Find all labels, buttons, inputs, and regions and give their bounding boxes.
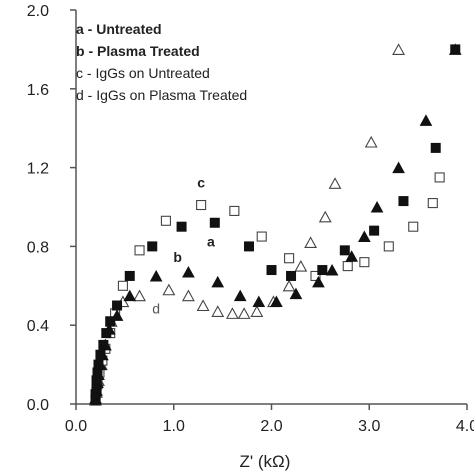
data-point-filled-triangle (289, 287, 303, 300)
data-point-open-triangle (304, 236, 318, 249)
data-point-filled-square (112, 300, 123, 311)
y-tick-label: 2.0 (27, 3, 49, 20)
data-point-open-triangle (318, 210, 332, 223)
data-point-filled-square (101, 328, 112, 339)
data-point-open-square (256, 231, 267, 242)
data-point-open-square (310, 270, 321, 282)
data-point-open-square (408, 221, 419, 232)
data-point-open-square (160, 215, 171, 226)
y-tick-label: 0.8 (27, 239, 49, 256)
data-point-filled-triangle (123, 289, 137, 302)
data-point-filled-square (369, 225, 380, 236)
data-point-filled-triangle (182, 265, 195, 278)
data-point-open-triangle (282, 279, 296, 292)
data-point-filled-triangle (149, 269, 163, 282)
data-point-open-triangle (196, 299, 210, 312)
data-point-open-square (359, 257, 370, 268)
legend-entry-d: d - IgGs on Plasma Treated (76, 87, 247, 103)
data-point-open-triangle (162, 283, 176, 296)
data-point-filled-triangle (419, 114, 433, 126)
data-point-filled-square (430, 142, 441, 153)
data-point-open-square (383, 241, 394, 252)
legend-entry-c: c - IgGs on Untreated (76, 65, 210, 81)
x-tick-label: 3.0 (358, 418, 380, 435)
data-point-filled-square (93, 359, 104, 370)
data-point-open-triangle (211, 305, 225, 317)
data-point-open-square (434, 172, 445, 183)
data-point-filled-square (266, 265, 277, 276)
x-tick-label: 1.0 (163, 418, 185, 435)
data-point-filled-square (105, 316, 116, 327)
data-point-open-triangle (328, 177, 342, 189)
series-filled-square (90, 44, 461, 406)
data-point-filled-square (317, 265, 328, 276)
data-point-filled-triangle (370, 200, 384, 213)
data-point-open-square (342, 261, 353, 272)
x-axis-title: Z' (kΩ) (240, 452, 291, 471)
legend-entry-b: b - Plasma Treated (76, 43, 200, 59)
curve-label-b: b (173, 249, 182, 265)
data-point-filled-triangle (392, 161, 405, 174)
data-point-open-square (427, 198, 438, 209)
curve-label-c: c (197, 174, 205, 190)
data-point-filled-triangle (345, 250, 359, 262)
data-point-filled-triangle (252, 295, 266, 308)
data-point-open-triangle (225, 307, 239, 319)
data-point-filled-square (398, 196, 409, 207)
data-point-filled-square (244, 241, 255, 252)
x-tick-label: 4.0 (456, 418, 474, 435)
x-tick-label: 0.0 (65, 418, 87, 435)
data-point-open-square (134, 245, 145, 256)
data-point-filled-square (147, 241, 158, 252)
data-point-open-triangle (250, 305, 264, 317)
data-point-filled-square (339, 245, 350, 256)
data-point-open-triangle (392, 43, 406, 55)
data-point-filled-square (95, 349, 106, 360)
data-point-open-square (117, 280, 128, 291)
data-point-filled-triangle (312, 275, 325, 288)
data-point-filled-triangle (270, 295, 283, 308)
data-point-open-triangle (294, 259, 308, 272)
data-point-open-triangle (364, 135, 378, 148)
data-point-open-triangle (181, 289, 195, 302)
data-point-open-square (229, 205, 240, 216)
legend-entry-a: a - Untreated (76, 21, 162, 37)
data-point-open-square (284, 253, 295, 264)
data-point-filled-square (286, 270, 297, 281)
ticks: 0.0 1.0 2.0 3.0 4.0 0.0 0.4 0.8 1.2 1.6 2.0 (27, 3, 474, 435)
data-point-filled-triangle (358, 230, 371, 243)
data-point-filled-square (176, 221, 187, 232)
data-point-filled-square (124, 270, 135, 281)
data-point-open-triangle (237, 307, 251, 319)
y-tick-label: 1.2 (27, 161, 49, 178)
data-marks (89, 43, 462, 406)
data-point-filled-square (450, 44, 461, 55)
curve-label-d: d (152, 300, 160, 316)
data-point-filled-triangle (211, 275, 225, 288)
curve-label-a: a (207, 233, 215, 249)
data-point-filled-triangle (233, 289, 247, 302)
data-point-filled-square (209, 217, 220, 228)
data-point-filled-triangle (325, 264, 339, 276)
data-point-filled-square (98, 339, 109, 350)
data-point-open-triangle (133, 289, 146, 302)
x-tick-label: 2.0 (260, 418, 282, 435)
y-tick-label: 0.0 (27, 397, 49, 414)
annotations: c a b d (152, 174, 215, 316)
y-tick-label: 1.6 (27, 82, 49, 99)
data-point-open-square (196, 199, 207, 211)
legend: a - Untreated b - Plasma Treated c - IgG… (76, 21, 247, 103)
y-tick-label: 0.4 (27, 318, 49, 335)
